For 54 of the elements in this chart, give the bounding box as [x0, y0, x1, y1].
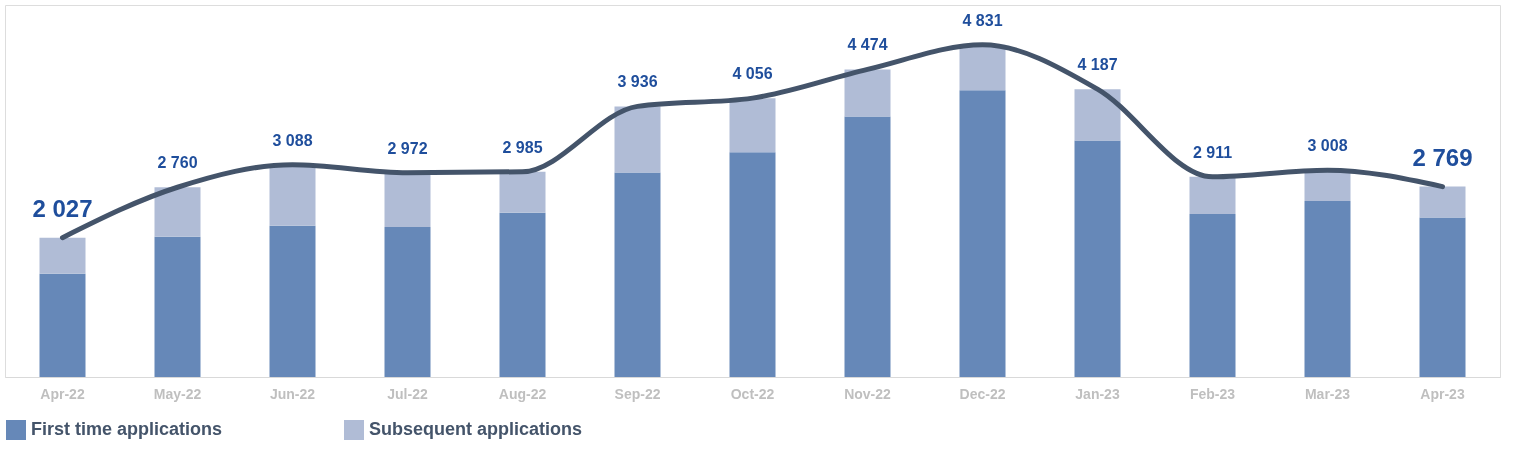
bar: [499, 212, 546, 377]
x-tick-label: Jul-22: [387, 385, 428, 402]
bar: [959, 44, 1006, 91]
bar: [729, 152, 776, 377]
bar: [1304, 200, 1351, 377]
data-label: 2 769: [1412, 143, 1473, 171]
bar: [39, 273, 86, 377]
x-tick-label: May-22: [153, 385, 202, 402]
bar: [39, 237, 86, 274]
bar: [1074, 89, 1121, 141]
x-tick-label: Feb-23: [1189, 385, 1236, 402]
x-tick-label: Sep-22: [614, 385, 661, 402]
bar: [844, 69, 891, 117]
x-tick-label: Apr-23: [1420, 385, 1465, 402]
data-label: 4 056: [732, 65, 773, 83]
bar: [154, 236, 201, 377]
bar: [614, 172, 661, 377]
data-label: 2 027: [32, 194, 93, 222]
data-label: 3 088: [272, 131, 313, 149]
data-label: 4 831: [962, 11, 1003, 29]
bar: [1074, 140, 1121, 377]
x-tick-label: Dec-22: [959, 385, 1006, 402]
data-label: 4 187: [1077, 56, 1118, 74]
x-tick-label: Mar-23: [1304, 385, 1351, 402]
x-tick-label: Jun-22: [269, 385, 316, 402]
bar: [269, 225, 316, 377]
x-tick-label: Jan-23: [1075, 385, 1120, 402]
bar: [384, 227, 431, 377]
x-tick-label: Nov-22: [844, 385, 892, 402]
bar: [729, 98, 776, 153]
bar: [1189, 214, 1236, 377]
bar: [269, 164, 316, 226]
data-label: 2 985: [502, 138, 543, 156]
bar: [614, 106, 661, 173]
bar: [154, 187, 201, 237]
data-label: 2 760: [157, 154, 198, 172]
bar: [1419, 217, 1466, 377]
x-tick-label: Aug-22: [498, 385, 547, 402]
bar: [1419, 186, 1466, 218]
bar: [844, 116, 891, 377]
data-label: 3 008: [1307, 137, 1348, 155]
data-label: 3 936: [617, 73, 658, 91]
bar: [1189, 176, 1236, 215]
bar: [499, 171, 546, 213]
legend-label: First time applications: [31, 419, 223, 439]
x-tick-label: Oct-22: [730, 385, 775, 402]
data-label: 2 911: [1192, 143, 1233, 161]
bar: [1304, 170, 1351, 201]
data-label: 2 972: [387, 139, 428, 157]
bar: [384, 172, 431, 228]
bar: [959, 90, 1006, 377]
legend-label: Subsequent applications: [369, 419, 583, 439]
data-label: 4 474: [847, 36, 888, 54]
x-tick-label: Apr-22: [40, 385, 85, 402]
